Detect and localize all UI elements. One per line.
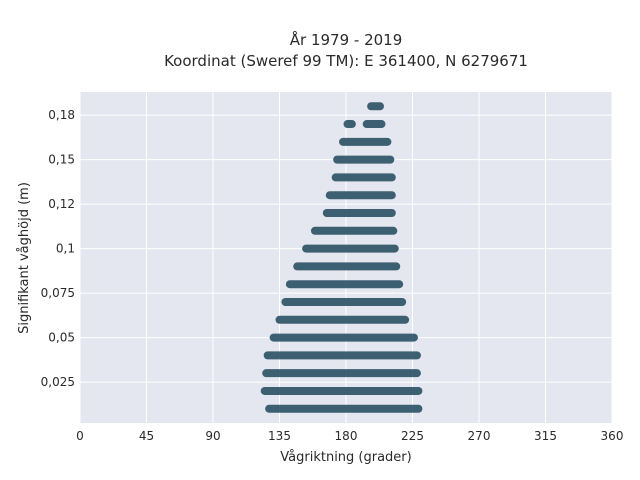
x-tick-label: 90 <box>205 429 220 443</box>
y-tick-label: 0,12 <box>48 197 75 211</box>
y-tick-label: 0,1 <box>56 242 75 256</box>
y-tick-label: 0,05 <box>48 331 75 345</box>
y-tick-label: 0,18 <box>48 108 75 122</box>
chart-subtitle: Koordinat (Sweref 99 TM): E 361400, N 62… <box>164 52 528 70</box>
x-tick-label: 45 <box>139 429 154 443</box>
x-tick-label: 135 <box>268 429 291 443</box>
tick-labels: 0 45 90 135 180 225 270 315 360 0,025 0,05 0,075 0,1… <box>41 108 624 443</box>
y-axis-title: Signifikant våghöjd (m) <box>17 182 32 334</box>
data-points <box>260 102 423 413</box>
y-tick-label: 0,15 <box>48 153 75 167</box>
x-tick-label: 270 <box>468 429 491 443</box>
x-tick-label: 0 <box>76 429 84 443</box>
y-tick-label: 0,025 <box>41 375 75 389</box>
chart-title: År 1979 - 2019 <box>290 30 403 49</box>
x-tick-label: 315 <box>534 429 557 443</box>
x-axis-title: Vågriktning (grader) <box>280 450 411 465</box>
x-tick-label: 180 <box>335 429 358 443</box>
x-tick-label: 225 <box>401 429 424 443</box>
y-tick-label: 0,075 <box>41 286 75 300</box>
x-tick-label: 360 <box>601 429 624 443</box>
